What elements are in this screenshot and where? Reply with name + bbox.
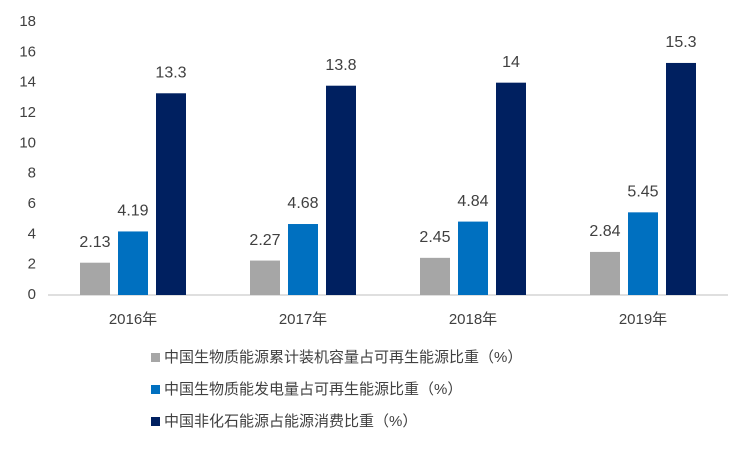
- bar: [458, 221, 488, 295]
- y-tick-label: 8: [28, 165, 36, 182]
- data-label: 2.45: [419, 229, 450, 246]
- legend-swatch: [151, 353, 160, 362]
- y-tick-label: 2: [28, 256, 36, 273]
- data-label: 13.8: [325, 57, 356, 74]
- data-label: 2.84: [589, 223, 620, 240]
- bar: [326, 85, 356, 295]
- legend-swatch: [151, 385, 160, 394]
- data-label: 14: [502, 54, 520, 71]
- y-tick-label: 14: [19, 74, 36, 91]
- bar: [250, 260, 280, 295]
- x-tick-label: 2016年: [109, 311, 157, 328]
- x-tick-label: 2019年: [619, 311, 667, 328]
- bar: [118, 231, 148, 295]
- y-tick-label: 6: [28, 195, 36, 212]
- legend-label: 中国生物质能发电量占可再生能源比重（%）: [164, 381, 462, 398]
- bar: [496, 82, 526, 296]
- y-tick-label: 10: [19, 134, 36, 151]
- legend-swatch: [151, 417, 160, 426]
- legend-label: 中国生物质能源累计装机容量占可再生能源比重（%）: [164, 349, 522, 366]
- bar: [666, 62, 696, 296]
- y-tick-label: 0: [28, 286, 36, 303]
- data-label: 4.19: [117, 203, 148, 220]
- bar: [420, 257, 450, 295]
- y-tick-label: 4: [28, 225, 36, 242]
- data-label: 4.68: [287, 195, 318, 212]
- x-tick-label: 2018年: [449, 311, 497, 328]
- bar: [80, 262, 110, 295]
- legend-label: 中国非化石能源占能源消费比重（%）: [164, 413, 417, 430]
- bar: [288, 224, 318, 295]
- x-tick-label: 2017年: [279, 311, 327, 328]
- bar: [590, 251, 620, 295]
- data-label: 5.45: [627, 184, 658, 201]
- data-label: 13.3: [155, 65, 186, 82]
- y-tick-label: 18: [19, 13, 36, 30]
- bar: [156, 93, 186, 296]
- data-label: 2.13: [79, 234, 110, 251]
- y-tick-label: 12: [19, 104, 36, 121]
- data-label: 15.3: [665, 34, 696, 51]
- data-label: 2.27: [249, 232, 280, 249]
- y-tick-label: 16: [19, 43, 36, 60]
- data-label: 4.84: [457, 193, 488, 210]
- bar: [628, 212, 658, 295]
